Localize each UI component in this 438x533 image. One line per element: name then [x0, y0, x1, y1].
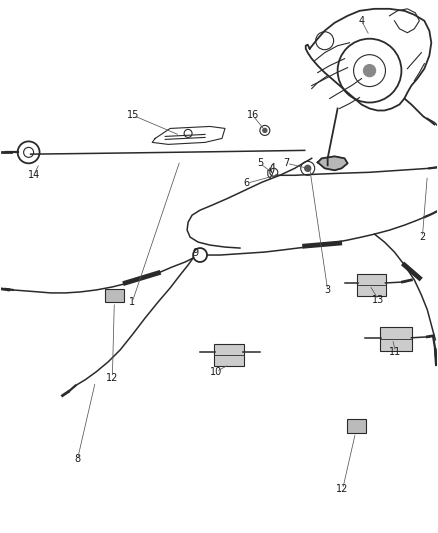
FancyBboxPatch shape [357, 274, 386, 296]
Text: 1: 1 [129, 297, 135, 307]
Text: 12: 12 [336, 484, 349, 494]
Text: 4: 4 [358, 16, 364, 26]
Text: 16: 16 [247, 110, 259, 120]
Text: 5: 5 [257, 158, 263, 168]
Text: 9: 9 [192, 248, 198, 258]
Text: 8: 8 [74, 455, 81, 464]
Circle shape [364, 64, 375, 77]
FancyBboxPatch shape [105, 289, 124, 302]
FancyBboxPatch shape [214, 344, 244, 366]
Circle shape [305, 165, 311, 171]
Text: 7: 7 [284, 158, 290, 168]
Text: 15: 15 [127, 110, 139, 120]
Text: 13: 13 [372, 295, 385, 305]
Polygon shape [318, 156, 348, 171]
Text: 2: 2 [419, 232, 425, 242]
FancyBboxPatch shape [381, 327, 413, 351]
Text: 10: 10 [210, 367, 222, 377]
Text: 3: 3 [325, 285, 331, 295]
Text: 6: 6 [244, 178, 250, 188]
Text: 14: 14 [28, 170, 40, 180]
Circle shape [263, 128, 267, 132]
FancyBboxPatch shape [347, 419, 366, 433]
Text: 11: 11 [389, 347, 402, 357]
Text: 12: 12 [106, 373, 119, 383]
